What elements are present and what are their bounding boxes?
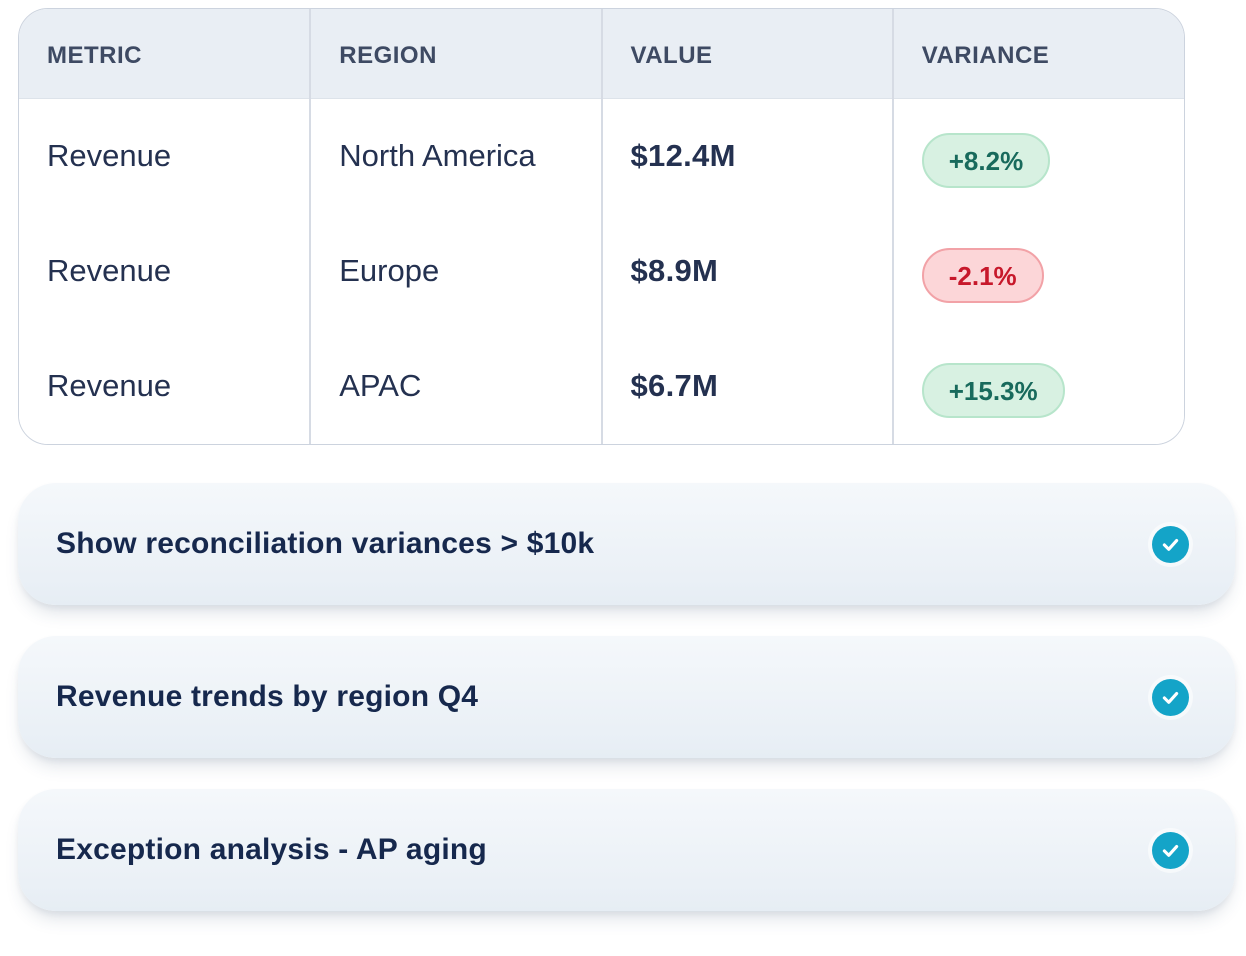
saved-query-label: Revenue trends by region Q4 xyxy=(56,680,479,714)
table-row: Revenue APAC $6.7M +15.3% xyxy=(19,329,1184,445)
region-cell: APAC xyxy=(309,329,602,445)
check-icon[interactable] xyxy=(1152,525,1189,563)
region-cell: North America xyxy=(309,98,602,215)
variance-cell: +8.2% xyxy=(891,98,1184,215)
table-header-row: METRIC REGION VALUE VARIANCE xyxy=(19,9,1184,100)
col-header-region: REGION xyxy=(309,9,602,100)
variance-cell: +15.3% xyxy=(891,329,1184,445)
col-header-metric: METRIC xyxy=(19,9,311,100)
saved-query-label: Exception analysis - AP aging xyxy=(56,833,487,867)
variance-badge: -2.1% xyxy=(921,248,1044,304)
variance-cell: -2.1% xyxy=(891,214,1184,330)
metrics-table-grid: METRIC REGION VALUE VARIANCE Revenue Nor… xyxy=(19,9,1184,445)
value-cell: $12.4M xyxy=(600,98,893,215)
col-header-value: VALUE xyxy=(600,9,893,100)
variance-badge: +8.2% xyxy=(921,133,1051,189)
value-cell: $6.7M xyxy=(600,329,893,445)
col-header-variance: VARIANCE xyxy=(891,9,1184,100)
region-cell: Europe xyxy=(309,214,602,330)
value-cell: $8.9M xyxy=(600,214,893,330)
saved-query-item-reconciliation[interactable]: Show reconciliation variances > $10k xyxy=(18,483,1235,606)
check-icon[interactable] xyxy=(1152,678,1189,716)
check-icon[interactable] xyxy=(1152,831,1189,869)
variance-badge: +15.3% xyxy=(921,363,1065,419)
saved-query-item-exception-analysis[interactable]: Exception analysis - AP aging xyxy=(18,789,1235,912)
page: METRIC REGION VALUE VARIANCE Revenue Nor… xyxy=(18,8,1246,912)
metrics-table: METRIC REGION VALUE VARIANCE Revenue Nor… xyxy=(18,8,1185,446)
metric-cell: Revenue xyxy=(19,329,311,445)
table-row: Revenue Europe $8.9M -2.1% xyxy=(19,214,1184,330)
saved-query-item-revenue-trends[interactable]: Revenue trends by region Q4 xyxy=(18,636,1235,759)
saved-query-label: Show reconciliation variances > $10k xyxy=(56,527,595,561)
table-row: Revenue North America $12.4M +8.2% xyxy=(19,98,1184,215)
metric-cell: Revenue xyxy=(19,214,311,330)
metric-cell: Revenue xyxy=(19,98,311,215)
saved-query-list: Show reconciliation variances > $10k Rev… xyxy=(18,483,1246,912)
